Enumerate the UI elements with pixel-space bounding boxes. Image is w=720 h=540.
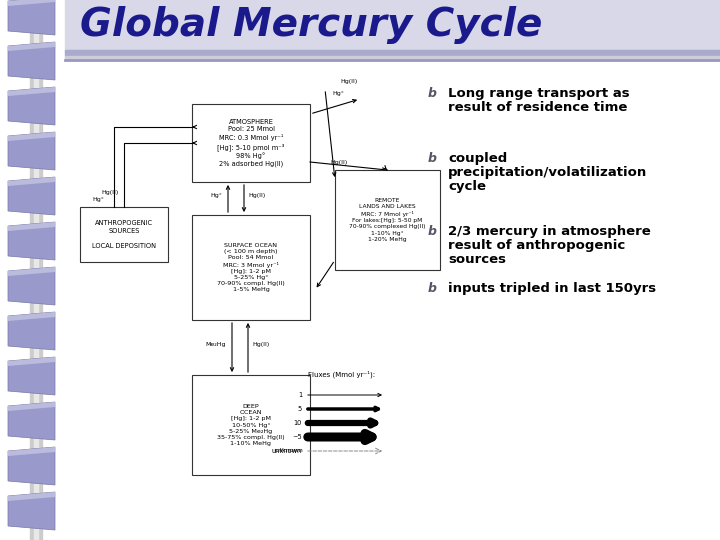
Text: unknown: unknown <box>271 448 302 454</box>
Text: Hg°: Hg° <box>92 197 104 202</box>
Polygon shape <box>8 402 55 440</box>
Polygon shape <box>8 42 55 51</box>
Text: 1: 1 <box>298 392 302 398</box>
Text: 2/3 mercury in atmosphere: 2/3 mercury in atmosphere <box>448 225 651 238</box>
Text: sources: sources <box>448 253 506 266</box>
Text: Hg(II): Hg(II) <box>248 193 265 198</box>
Text: SURFACE OCEAN
(< 100 m depth)
Pool: 54 Mmol
MRC: 3 Mmol yr⁻¹
[Hg]: 1-2 pM
5-25% : SURFACE OCEAN (< 100 m depth) Pool: 54 M… <box>217 242 285 292</box>
Text: Hg°: Hg° <box>332 91 344 96</box>
Bar <box>192 104 310 182</box>
Bar <box>65 50 720 56</box>
Polygon shape <box>8 0 55 6</box>
Text: DEEP
OCEAN
[Hg]: 1-2 pM
10-50% Hg°
5-25% Me₂Hg
35-75% compl. Hg(II)
1-10% MeHg: DEEP OCEAN [Hg]: 1-2 pM 10-50% Hg° 5-25%… <box>217 404 285 446</box>
Polygon shape <box>8 132 55 170</box>
Polygon shape <box>8 132 55 141</box>
Polygon shape <box>8 267 55 305</box>
Text: unknown: unknown <box>274 449 303 454</box>
Text: Hg(II): Hg(II) <box>330 160 347 165</box>
Bar <box>335 170 440 270</box>
Text: ATMOSPHERE
Pool: 25 Mmol
MRC: 0.3 Mmol yr⁻¹
[Hg]: 5-10 pmol m⁻³
98% Hg°
2% adsor: ATMOSPHERE Pool: 25 Mmol MRC: 0.3 Mmol y… <box>217 119 284 167</box>
Polygon shape <box>8 0 55 35</box>
Text: inputs tripled in last 150yrs: inputs tripled in last 150yrs <box>448 282 656 295</box>
Text: 10: 10 <box>294 420 302 426</box>
Polygon shape <box>8 447 55 485</box>
Bar <box>80 207 168 262</box>
Polygon shape <box>8 312 55 321</box>
Text: REMOTE
LANDS AND LAKES
MRC: 7 Mmol yr⁻¹
For lakes:[Hg]: 5-50 pM
70-90% complexed: REMOTE LANDS AND LAKES MRC: 7 Mmol yr⁻¹ … <box>349 198 426 242</box>
Text: Long range transport as: Long range transport as <box>448 87 629 100</box>
Polygon shape <box>8 402 55 411</box>
Polygon shape <box>8 312 55 350</box>
Text: precipitation/volatilization: precipitation/volatilization <box>448 166 647 179</box>
Text: Hg°: Hg° <box>210 193 222 198</box>
Text: Hg(II): Hg(II) <box>340 79 357 84</box>
Bar <box>34 0 38 540</box>
Polygon shape <box>8 42 55 80</box>
Text: ~5: ~5 <box>292 434 302 440</box>
Text: b: b <box>428 87 436 100</box>
Polygon shape <box>8 87 55 125</box>
Text: Fluxes (Mmol yr⁻¹):: Fluxes (Mmol yr⁻¹): <box>308 371 375 379</box>
Text: b: b <box>428 225 436 238</box>
Polygon shape <box>8 177 55 215</box>
Polygon shape <box>8 222 55 260</box>
Bar <box>30 0 42 540</box>
Polygon shape <box>8 357 55 395</box>
Text: Hg(II): Hg(II) <box>252 342 269 347</box>
Polygon shape <box>8 447 55 456</box>
Text: result of anthropogenic: result of anthropogenic <box>448 239 625 252</box>
Text: Me₂Hg: Me₂Hg <box>205 342 226 347</box>
Polygon shape <box>8 357 55 366</box>
Text: coupled: coupled <box>448 152 508 165</box>
Polygon shape <box>8 492 55 530</box>
Text: ANTHROPOGENIC
SOURCES

LOCAL DEPOSITION: ANTHROPOGENIC SOURCES LOCAL DEPOSITION <box>92 220 156 249</box>
Bar <box>65 0 720 52</box>
Text: b: b <box>428 152 436 165</box>
Text: Global Mercury Cycle: Global Mercury Cycle <box>80 6 542 44</box>
Polygon shape <box>8 177 55 186</box>
Bar <box>192 215 310 320</box>
Text: result of residence time: result of residence time <box>448 101 627 114</box>
Polygon shape <box>8 492 55 501</box>
Polygon shape <box>8 222 55 231</box>
Text: 5: 5 <box>298 406 302 412</box>
Text: Hg(II): Hg(II) <box>102 190 119 195</box>
Text: b: b <box>428 282 436 295</box>
Polygon shape <box>8 87 55 96</box>
Text: cycle: cycle <box>448 180 486 193</box>
Bar <box>65 56 720 60</box>
Bar <box>192 375 310 475</box>
Polygon shape <box>8 267 55 276</box>
